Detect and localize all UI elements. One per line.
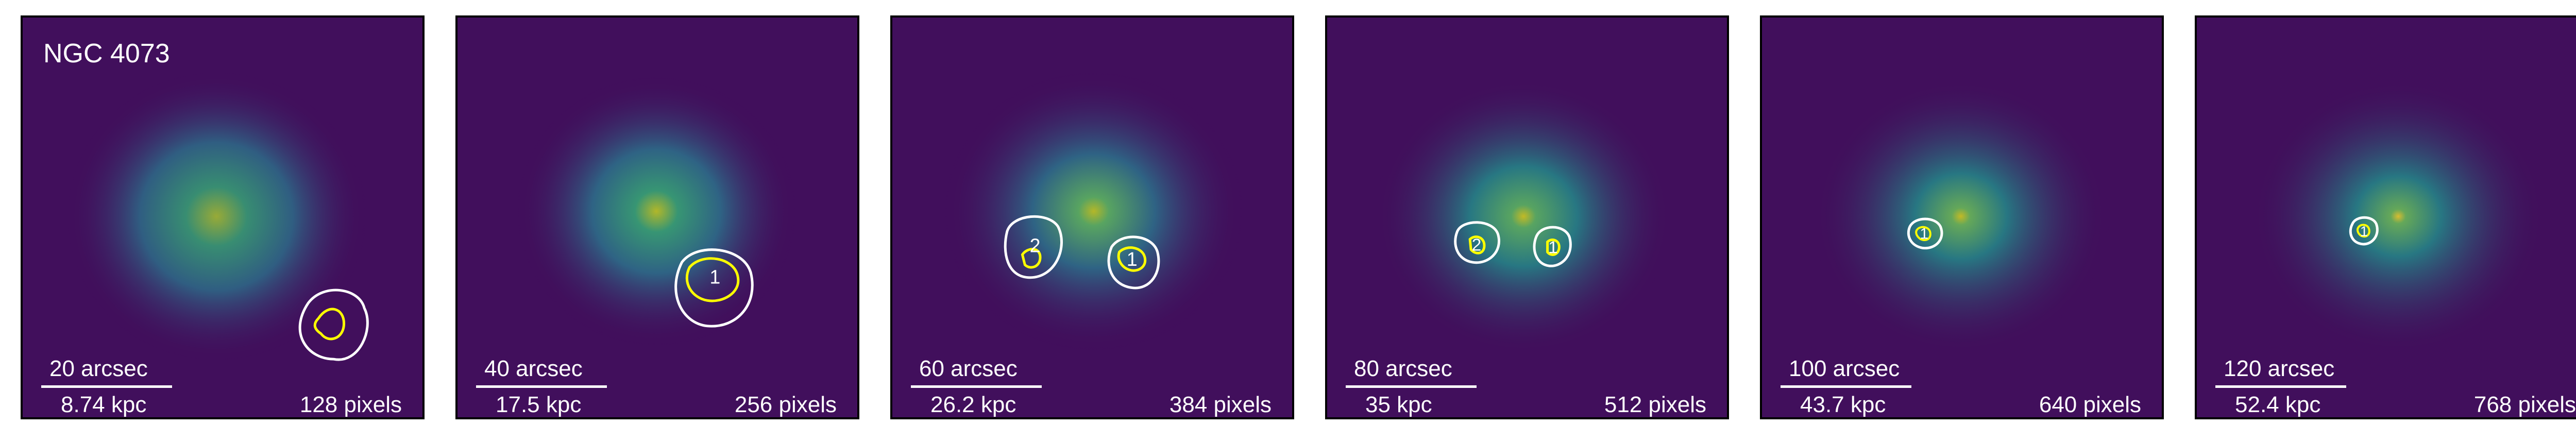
scale-kpc: 8.74 kpc: [61, 392, 147, 417]
region-1-contour-outer: [1533, 226, 1572, 267]
region-id: 1: [1920, 226, 1928, 243]
region-2-contour-outer: [1004, 215, 1063, 279]
scale-arcsec: 80 arcsec: [1354, 356, 1452, 381]
region-contour-outer: [674, 248, 754, 328]
region-1-id: 1: [1127, 248, 1138, 270]
region-id: 1: [709, 266, 720, 288]
scale-arcsec: 120 arcsec: [2224, 356, 2335, 381]
pixel-scale: 256 pixels: [734, 392, 837, 417]
scale-kpc: 35 kpc: [1365, 392, 1432, 417]
region-contour-outer: [2349, 216, 2379, 246]
galaxy-emission: [941, 68, 1247, 354]
scale-bar: [476, 385, 607, 388]
scale-bar: [1346, 385, 1477, 388]
region-contour-outer: [298, 288, 369, 361]
galaxy-emission: [513, 73, 800, 349]
image-panel-5: 1 100 arcsec 43.7 kpc 640 pixels: [1760, 15, 2164, 419]
scale-bar: [1781, 385, 1911, 388]
scale-arcsec: 40 arcsec: [484, 356, 583, 381]
region-1-contour-inner: [1117, 246, 1147, 272]
galaxy-name: NGC 4073: [43, 39, 170, 69]
scale-kpc: 17.5 kpc: [496, 392, 582, 417]
region-2-id: 2: [1030, 234, 1041, 256]
scale-bar: [911, 385, 1042, 388]
xray-image-3: 2 1: [892, 18, 1292, 417]
scale-kpc: 26.2 kpc: [930, 392, 1016, 417]
xray-image-4: 2 1: [1327, 18, 1727, 417]
region-contour-inner: [313, 308, 346, 341]
pixel-scale: 512 pixels: [1604, 392, 1706, 417]
region-2-contour-inner: [1021, 248, 1042, 269]
xray-image-6: 1: [2197, 18, 2576, 417]
xray-image-2: 1: [457, 18, 857, 417]
region-1-contour-outer: [1107, 235, 1160, 290]
scale-kpc: 52.4 kpc: [2235, 392, 2321, 417]
pixel-scale: 128 pixels: [299, 392, 402, 417]
region-2-contour-outer: [1454, 221, 1500, 264]
galaxy-emission: [2245, 73, 2551, 360]
region-contour-outer: [1907, 217, 1943, 250]
image-panel-1: NGC 4073 20 arcsec 8.74 kpc 128 pixels: [21, 15, 425, 419]
pixel-scale: 640 pixels: [2039, 392, 2141, 417]
region-id: 1: [2360, 224, 2368, 240]
scale-arcsec: 100 arcsec: [1789, 356, 1900, 381]
region-2-contour-inner: [1468, 235, 1486, 254]
scale-arcsec: 20 arcsec: [49, 356, 148, 381]
scale-arcsec: 60 arcsec: [919, 356, 1018, 381]
xray-image-1: [23, 18, 422, 417]
image-panel-4: 2 1 80 arcsec 35 kpc 512 pixels: [1325, 15, 1729, 419]
xray-image-5: 1: [1762, 18, 2162, 417]
pixel-scale: 384 pixels: [1169, 392, 1272, 417]
galaxy-emission: [1808, 73, 2114, 360]
image-panel-2: 1 40 arcsec 17.5 kpc 256 pixels: [455, 15, 859, 419]
region-2-id: 2: [1472, 235, 1482, 254]
region-contour-inner: [2357, 224, 2370, 238]
scale-bar: [2215, 385, 2346, 388]
image-panel-6: 1 120 arcsec 52.4 kpc 768 pixels: [2195, 15, 2576, 419]
galaxy-emission: [1370, 73, 1677, 360]
pixel-scale: 768 pixels: [2473, 392, 2576, 417]
region-1-id: 1: [1548, 238, 1558, 257]
region-1-contour-inner: [1546, 239, 1561, 256]
scale-bar: [41, 385, 172, 388]
region-contour-inner: [1915, 226, 1931, 242]
region-contour-inner: [685, 257, 740, 302]
image-panel-3: 2 1 60 arcsec 26.2 kpc 384 pixels: [890, 15, 1294, 419]
galaxy-emission: [63, 68, 370, 365]
scale-kpc: 43.7 kpc: [1800, 392, 1886, 417]
